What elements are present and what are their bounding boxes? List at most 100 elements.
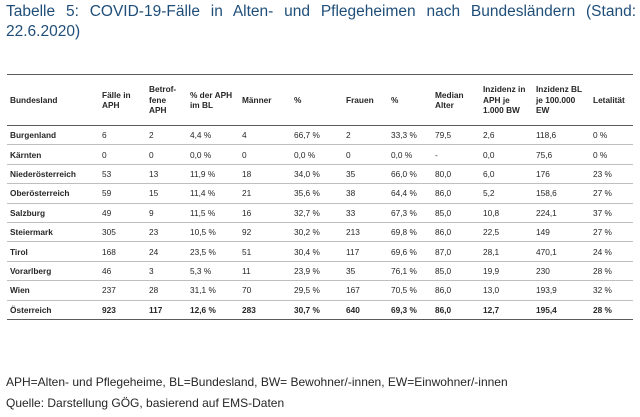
table-cell: 31,1 % bbox=[187, 280, 239, 301]
table-cell: 923 bbox=[99, 299, 146, 320]
table-cell: 19,9 bbox=[480, 261, 533, 282]
table-cell: 66,0 % bbox=[388, 164, 432, 185]
table-caption: Tabelle 5: COVID-19-Fälle in Alten- und … bbox=[6, 2, 636, 42]
table-cell: 2 bbox=[343, 125, 388, 146]
table-cell: 23,9 % bbox=[291, 261, 343, 282]
table-cell: 23,5 % bbox=[187, 241, 239, 262]
footnotes: APH=Alten- und Pflegeheime, BL=Bundeslan… bbox=[6, 372, 636, 414]
table-cell: 35 bbox=[343, 164, 388, 185]
table-cell: 195,4 bbox=[533, 299, 590, 320]
column-header: Frauen bbox=[343, 74, 388, 126]
column-header: % bbox=[291, 74, 343, 126]
table-cell: 23 bbox=[146, 222, 187, 243]
table-cell: 0 bbox=[146, 144, 187, 165]
table-cell: 13 bbox=[146, 164, 187, 185]
table-cell: 213 bbox=[343, 222, 388, 243]
table-container: Bundesland Fälle in APH Betrof-fene APH% d… bbox=[7, 74, 633, 320]
table-cell: 70 bbox=[239, 280, 291, 301]
table-cell: 16 bbox=[239, 203, 291, 223]
table-cell: 117 bbox=[146, 299, 187, 320]
table-cell: 5,3 % bbox=[187, 261, 239, 282]
table-cell: 230 bbox=[533, 261, 590, 282]
table-cell: 640 bbox=[343, 299, 388, 320]
table-cell: 5,2 bbox=[480, 183, 533, 204]
table-cell: 34,0 % bbox=[291, 164, 343, 185]
table-cell: 49 bbox=[99, 203, 146, 223]
column-header: Letalität bbox=[590, 74, 633, 126]
table-cell: - bbox=[432, 144, 480, 165]
table-cell: 76,1 % bbox=[388, 261, 432, 282]
table-cell: 69,8 % bbox=[388, 222, 432, 243]
table-cell: 33,3 % bbox=[388, 125, 432, 146]
table-cell: 30,7 % bbox=[291, 299, 343, 320]
table-cell: 305 bbox=[99, 222, 146, 243]
table-cell: 2 bbox=[146, 125, 187, 146]
table-cell: 66,7 % bbox=[291, 125, 343, 146]
table-cell: 224,1 bbox=[533, 203, 590, 223]
table-cell: 167 bbox=[343, 280, 388, 301]
table-cell: 168 bbox=[99, 241, 146, 262]
column-header: Inzidenz in APH je 1.000 BW bbox=[480, 74, 533, 126]
table-cell: 15 bbox=[146, 183, 187, 204]
state-name-cell: Niederösterreich bbox=[7, 164, 99, 185]
table-row: Kärnten 0 0 0,0 % 0 0,0 % 0 0,0 % -0,0 75,6 0 % bbox=[7, 144, 633, 165]
table-body: Burgenland 6 2 4,4 % 4 66,7 % 2 33,3 % 79,5 2,6 11… bbox=[7, 125, 633, 320]
table-cell: 30,4 % bbox=[291, 241, 343, 262]
table-cell: 87,0 bbox=[432, 241, 480, 262]
column-header: % der APH im BL bbox=[187, 74, 239, 126]
table-row: Steiermark 305 23 10,5 % 92 30,2 % 213 69,8 % 86… bbox=[7, 222, 633, 243]
table-cell: 85,0 bbox=[432, 261, 480, 282]
table-cell: 18 bbox=[239, 164, 291, 185]
table-cell: 11,9 % bbox=[187, 164, 239, 185]
table-header: Bundesland Fälle in APH Betrof-fene APH% d… bbox=[7, 74, 633, 126]
table-cell: 85,0 bbox=[432, 203, 480, 223]
table-cell: 193,9 bbox=[533, 280, 590, 301]
table-cell: 4,4 % bbox=[187, 125, 239, 146]
table-row: Niederösterreich 53 13 11,9 % 18 34,0 % 35 66,0… bbox=[7, 164, 633, 185]
table-cell: 92 bbox=[239, 222, 291, 243]
table-cell: 28 bbox=[146, 280, 187, 301]
table-cell: 6 bbox=[99, 125, 146, 146]
table-cell: 0 % bbox=[590, 144, 633, 165]
table-cell: 46 bbox=[99, 261, 146, 282]
table-cell: 86,0 bbox=[432, 280, 480, 301]
table-cell: 176 bbox=[533, 164, 590, 185]
abbreviations-note: APH=Alten- und Pflegeheime, BL=Bundeslan… bbox=[6, 375, 508, 389]
table-cell: 6,0 bbox=[480, 164, 533, 185]
column-header: Inzidenz BL je 100.000 EW bbox=[533, 74, 590, 126]
table-row: Oberösterreich 59 15 11,4 % 21 35,6 % 38 64,4 %… bbox=[7, 183, 633, 204]
table-cell: 0,0 % bbox=[388, 144, 432, 165]
table-cell: 283 bbox=[239, 299, 291, 320]
table-row: Salzburg 49 9 11,5 % 16 32,7 % 33 67,3 % 85,0 10,… bbox=[7, 203, 633, 223]
caption-line-2: 22.6.2020) bbox=[6, 23, 81, 40]
table-cell: 0 bbox=[239, 144, 291, 165]
caption-line-1: Tabelle 5: COVID-19-Fälle in Alten- und … bbox=[6, 3, 636, 20]
state-name-cell: Wien bbox=[7, 280, 99, 301]
table-cell: 0,0 bbox=[480, 144, 533, 165]
table-cell: 79,5 bbox=[432, 125, 480, 146]
state-name-cell: Österreich bbox=[7, 299, 99, 320]
table-row: Tirol 168 24 23,5 % 51 30,4 % 117 69,6 % 87,0 28,… bbox=[7, 241, 633, 262]
table-cell: 23 % bbox=[590, 164, 633, 185]
table-cell: 80,0 bbox=[432, 164, 480, 185]
column-header: Betrof-fene APH bbox=[146, 74, 187, 126]
table-cell: 24 % bbox=[590, 241, 633, 262]
table-cell: 32 % bbox=[590, 280, 633, 301]
table-cell: 70,5 % bbox=[388, 280, 432, 301]
table-row: Vorarlberg 46 3 5,3 % 11 23,9 % 35 76,1 % 85,0 19… bbox=[7, 261, 633, 282]
table-cell: 28 % bbox=[590, 299, 633, 320]
table-cell: 28,1 bbox=[480, 241, 533, 262]
table-cell: 38 bbox=[343, 183, 388, 204]
source-note: Quelle: Darstellung GÖG, basierend auf E… bbox=[6, 396, 285, 410]
table-cell: 3 bbox=[146, 261, 187, 282]
table-cell: 237 bbox=[99, 280, 146, 301]
table-cell: 12,7 bbox=[480, 299, 533, 320]
table-cell: 149 bbox=[533, 222, 590, 243]
table-cell: 59 bbox=[99, 183, 146, 204]
table-cell: 12,6 % bbox=[187, 299, 239, 320]
table-cell: 0,0 % bbox=[291, 144, 343, 165]
table-cell: 75,6 bbox=[533, 144, 590, 165]
table-cell: 0 % bbox=[590, 125, 633, 146]
table-cell: 67,3 % bbox=[388, 203, 432, 223]
table-cell: 11 bbox=[239, 261, 291, 282]
